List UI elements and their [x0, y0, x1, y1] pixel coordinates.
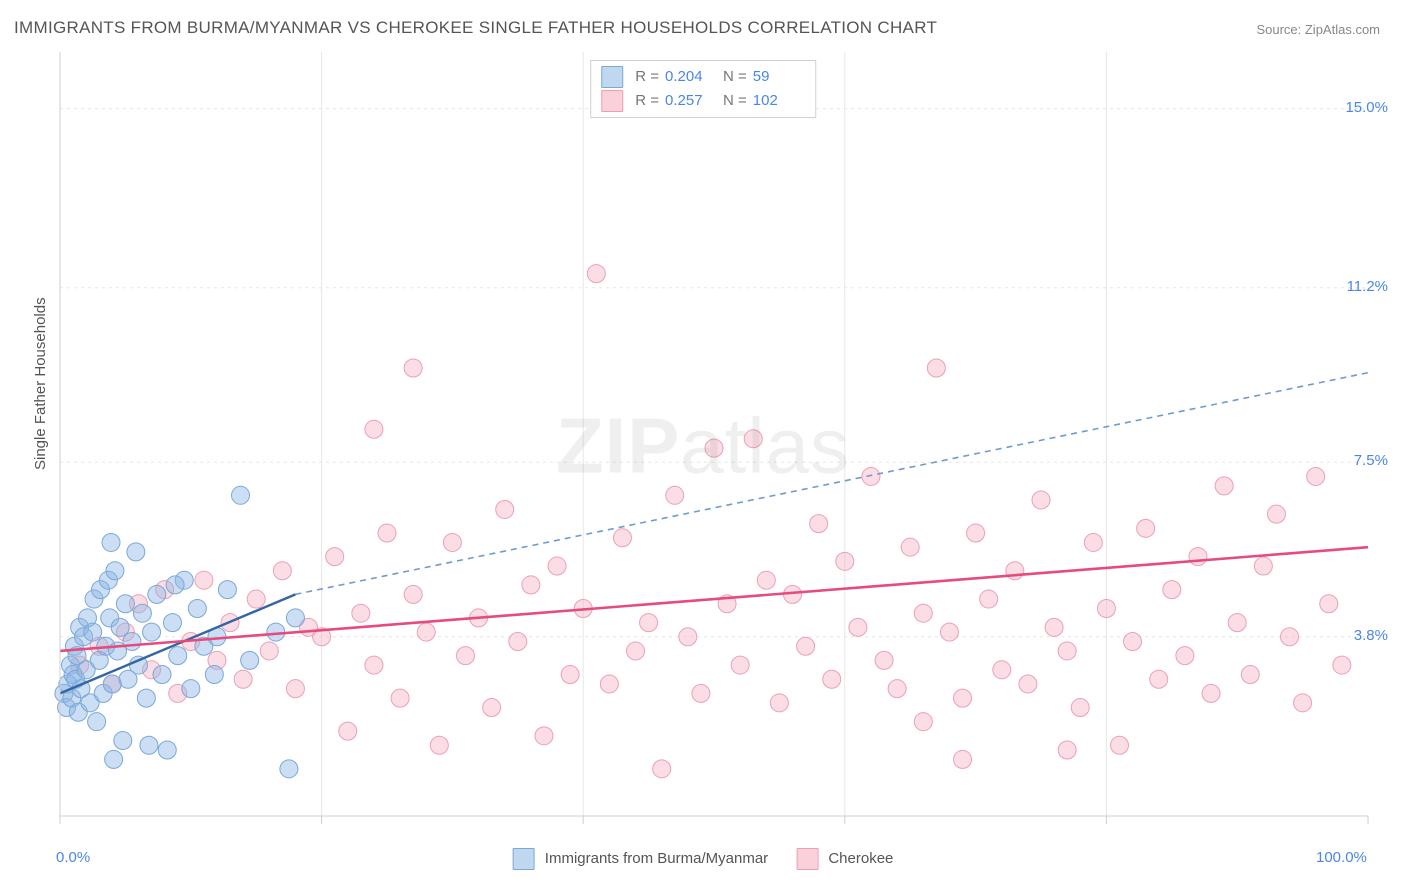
x-tick-label: 100.0%	[1316, 849, 1367, 866]
grid-lines	[60, 52, 1368, 824]
legend-item-cherokee: Cherokee	[796, 848, 893, 870]
legend-item-burma: Immigrants from Burma/Myanmar	[513, 848, 769, 870]
y-tick-label: 11.2%	[1347, 278, 1388, 295]
correlation-legend: R = 0.204 N = 59 R = 0.257 N = 102	[590, 60, 816, 118]
x-tick-label: 0.0%	[56, 849, 90, 866]
series-cherokee-points	[71, 265, 1351, 778]
swatch-cherokee-icon	[796, 848, 818, 870]
trend-lines	[60, 373, 1368, 694]
series-burma-points	[55, 486, 305, 778]
y-tick-label: 15.0%	[1345, 99, 1388, 116]
legend-label-burma: Immigrants from Burma/Myanmar	[545, 850, 768, 867]
axes	[60, 52, 1368, 816]
legend-label-cherokee: Cherokee	[828, 850, 893, 867]
legend-row-cherokee: R = 0.257 N = 102	[601, 89, 805, 113]
swatch-burma-icon	[513, 848, 535, 870]
legend-row-burma: R = 0.204 N = 59	[601, 65, 805, 89]
swatch-cherokee	[601, 90, 623, 112]
swatch-burma	[601, 66, 623, 88]
series-legend: Immigrants from Burma/Myanmar Cherokee	[513, 848, 894, 870]
y-tick-label: 3.8%	[1354, 627, 1388, 644]
y-tick-label: 7.5%	[1354, 452, 1388, 469]
scatter-chart	[0, 0, 1406, 892]
